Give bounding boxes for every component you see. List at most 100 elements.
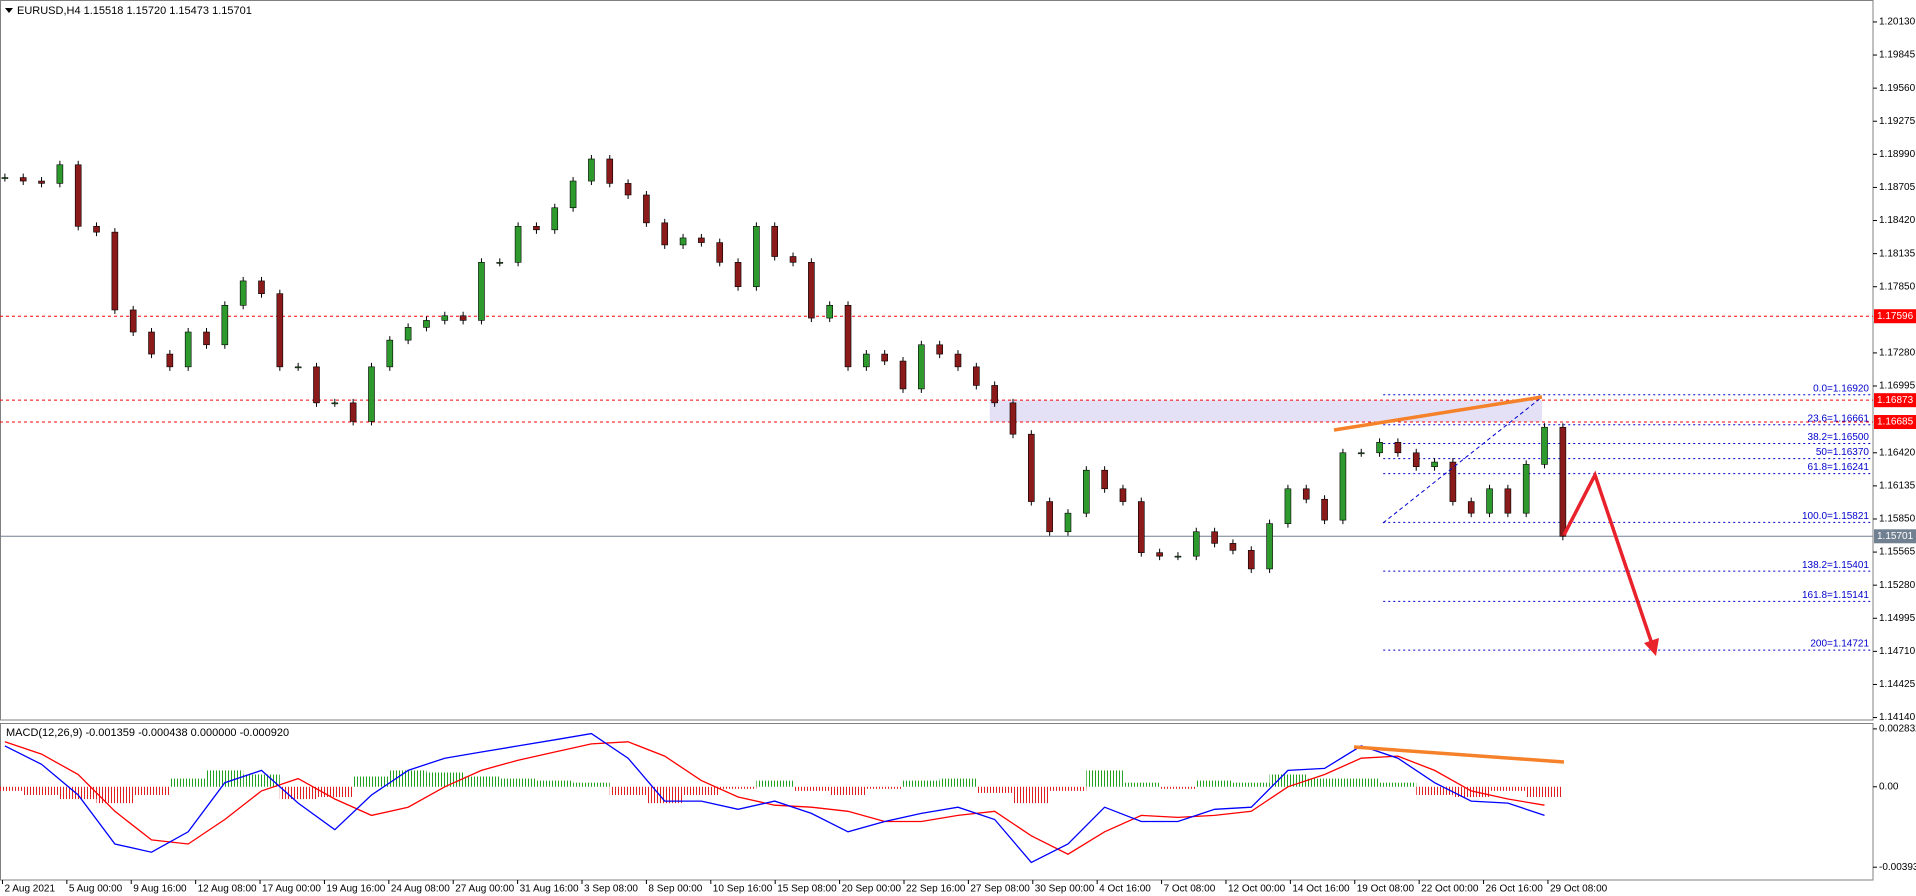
candle-body [1192,531,1200,557]
symbol-dropdown[interactable] [5,8,13,13]
candle-body [74,164,82,227]
macd-trend-line [1353,745,1565,764]
x-tick-label: 4 Oct 16:00 [1099,884,1151,895]
histogram-bar [316,786,354,798]
candle-body [1156,552,1163,557]
level-tag [1874,393,1916,408]
candle-body [19,177,27,182]
y-tick-label: -0.003934 [1879,862,1916,873]
macd-line [4,741,1545,855]
candle-body [1449,461,1457,502]
candle-body [661,222,669,246]
arrow-head [1644,638,1659,656]
histogram-bar [1416,786,1453,795]
candle-body [386,339,394,368]
candle-body [1431,461,1438,468]
candle-body [588,158,595,182]
x-tick-label: 12 Aug 08:00 [198,884,257,895]
histogram-bar [1086,770,1123,787]
macd-panel-border [0,723,1874,881]
x-tick-label: 2 Aug 2021 [4,884,55,895]
histogram-bar [169,778,207,787]
candle-body [478,262,485,321]
histogram-bar [1049,786,1087,791]
candle-body [1302,488,1310,500]
candle-body [844,305,852,368]
x-tick-label: 15 Sep 08:00 [777,884,837,895]
candle-body [38,180,45,184]
candle-body [1394,442,1402,454]
y-tick-label: 1.19275 [1879,116,1916,127]
candle-body [881,353,888,362]
x-tick-label: 14 Oct 16:00 [1292,884,1350,895]
candle-body [1028,433,1035,502]
histogram-bar [1232,782,1270,787]
y-tick-label: 1.14425 [1879,679,1916,690]
candle-body [1284,488,1292,524]
histogram-bar [1196,780,1233,787]
histogram-bar [829,786,867,795]
level-label: 1.16685 [1877,417,1914,428]
fib-label: 61.8=1.16241 [1808,462,1870,473]
candle-body [1211,531,1218,544]
histogram-bar [353,776,390,787]
candle-body [166,353,174,368]
candle-body [936,344,943,355]
y-tick-label: 1.18990 [1879,149,1916,160]
candle-body [1321,498,1328,521]
candle-body [753,226,760,288]
y-tick-label: 1.19560 [1879,83,1916,94]
candle-body [899,360,907,390]
candle-body [1174,555,1182,558]
histogram-bar [243,774,280,787]
histogram-bar [23,786,60,795]
histogram-bar [1122,782,1160,787]
candle-body [1357,452,1365,455]
y-tick-label: 1.14140 [1879,712,1916,723]
level-tag [1874,415,1916,430]
candle-body [991,385,998,404]
x-tick-label: 7 Oct 08:00 [1164,884,1216,895]
y-tick-label: 1.17850 [1879,281,1916,292]
candle-body [771,226,779,257]
candle-body [1522,464,1530,514]
histogram-bar [683,786,720,795]
y-tick-label: 1.15565 [1879,547,1916,558]
y-tick-label: 1.17280 [1879,348,1916,359]
candle-body [863,353,870,368]
candle-body [808,262,815,319]
x-tick-label: 5 Aug 00:00 [69,884,123,895]
fib-label: 138.2=1.15401 [1802,560,1869,571]
candle-body [918,344,925,390]
candle-body [1,177,9,179]
histogram-bar [1379,782,1417,787]
y-tick-label: 1.20130 [1879,17,1916,28]
candle-body [973,366,980,386]
candle-body [56,164,64,184]
candle-body [1559,426,1567,537]
histogram-bar [609,786,647,795]
y-tick-label: 1.19845 [1879,50,1916,61]
candle-body [643,194,650,224]
candle-body [1504,488,1512,514]
histogram-bar [206,770,244,787]
candle-body [606,158,614,184]
candle-body [1009,402,1017,435]
histogram-bar [389,770,427,787]
candle-body [423,320,430,328]
level-label: 1.17596 [1877,311,1914,322]
candle-body [93,226,100,233]
current-price-tag [1874,529,1916,544]
x-tick-label: 3 Sep 08:00 [584,884,638,895]
candle-body [1229,543,1237,551]
candle-body [551,207,559,231]
x-tick-label: 20 Sep 00:00 [842,884,902,895]
y-tick-label: 0.002832 [1879,724,1916,735]
trend-line [1333,395,1543,432]
fib-label: 50=1.16370 [1816,447,1870,458]
histogram-bar [279,786,317,800]
x-tick-label: 22 Oct 00:00 [1421,884,1479,895]
x-tick-label: 19 Oct 08:00 [1357,884,1415,895]
